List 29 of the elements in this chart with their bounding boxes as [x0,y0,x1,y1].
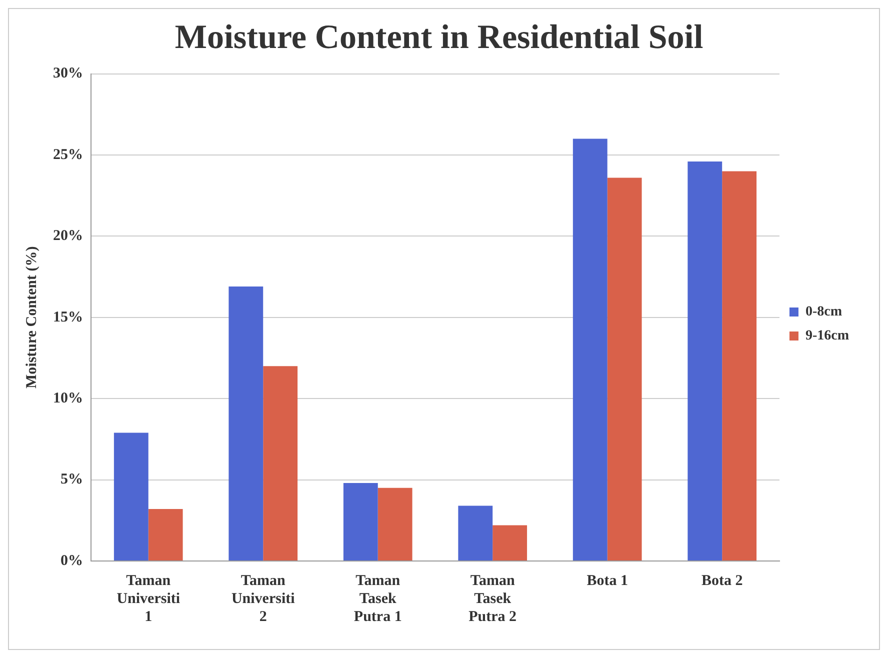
bar [378,488,412,560]
y-tick-label: 10% [53,390,83,406]
legend-label: 0-8cm [805,304,842,320]
y-tick-label: 30% [53,66,83,82]
legend-label: 9-16cm [805,328,850,344]
y-axis-title: Moisture Content (%) [24,246,40,388]
bar [228,286,264,560]
bar [607,178,642,560]
bar [688,161,722,560]
y-tick-label: 15% [53,309,83,326]
y-tick-label: 20% [53,228,83,244]
bar [148,509,183,560]
bar [114,432,148,560]
bar [492,525,528,560]
y-tick-label: 25% [53,146,83,163]
x-tick-label: Taman Universiti 2 [231,572,295,625]
x-tick-label: Bota 1 [586,572,628,589]
x-tick-label: Taman Tasek Putra 1 [354,572,402,625]
y-tick-label: 5% [60,472,83,488]
y-tick-label: 0% [60,552,83,569]
bar [263,366,298,560]
bar [572,138,608,560]
chart-title: Moisture Content in Residential Soil [174,19,704,56]
x-tick-label: Taman Universiti 1 [116,572,180,625]
x-tick-label: Bota 2 [701,572,743,589]
bar [343,483,378,560]
x-tick-label: Taman Tasek Putra 2 [468,572,517,625]
bar [458,506,493,560]
bar [722,171,757,560]
